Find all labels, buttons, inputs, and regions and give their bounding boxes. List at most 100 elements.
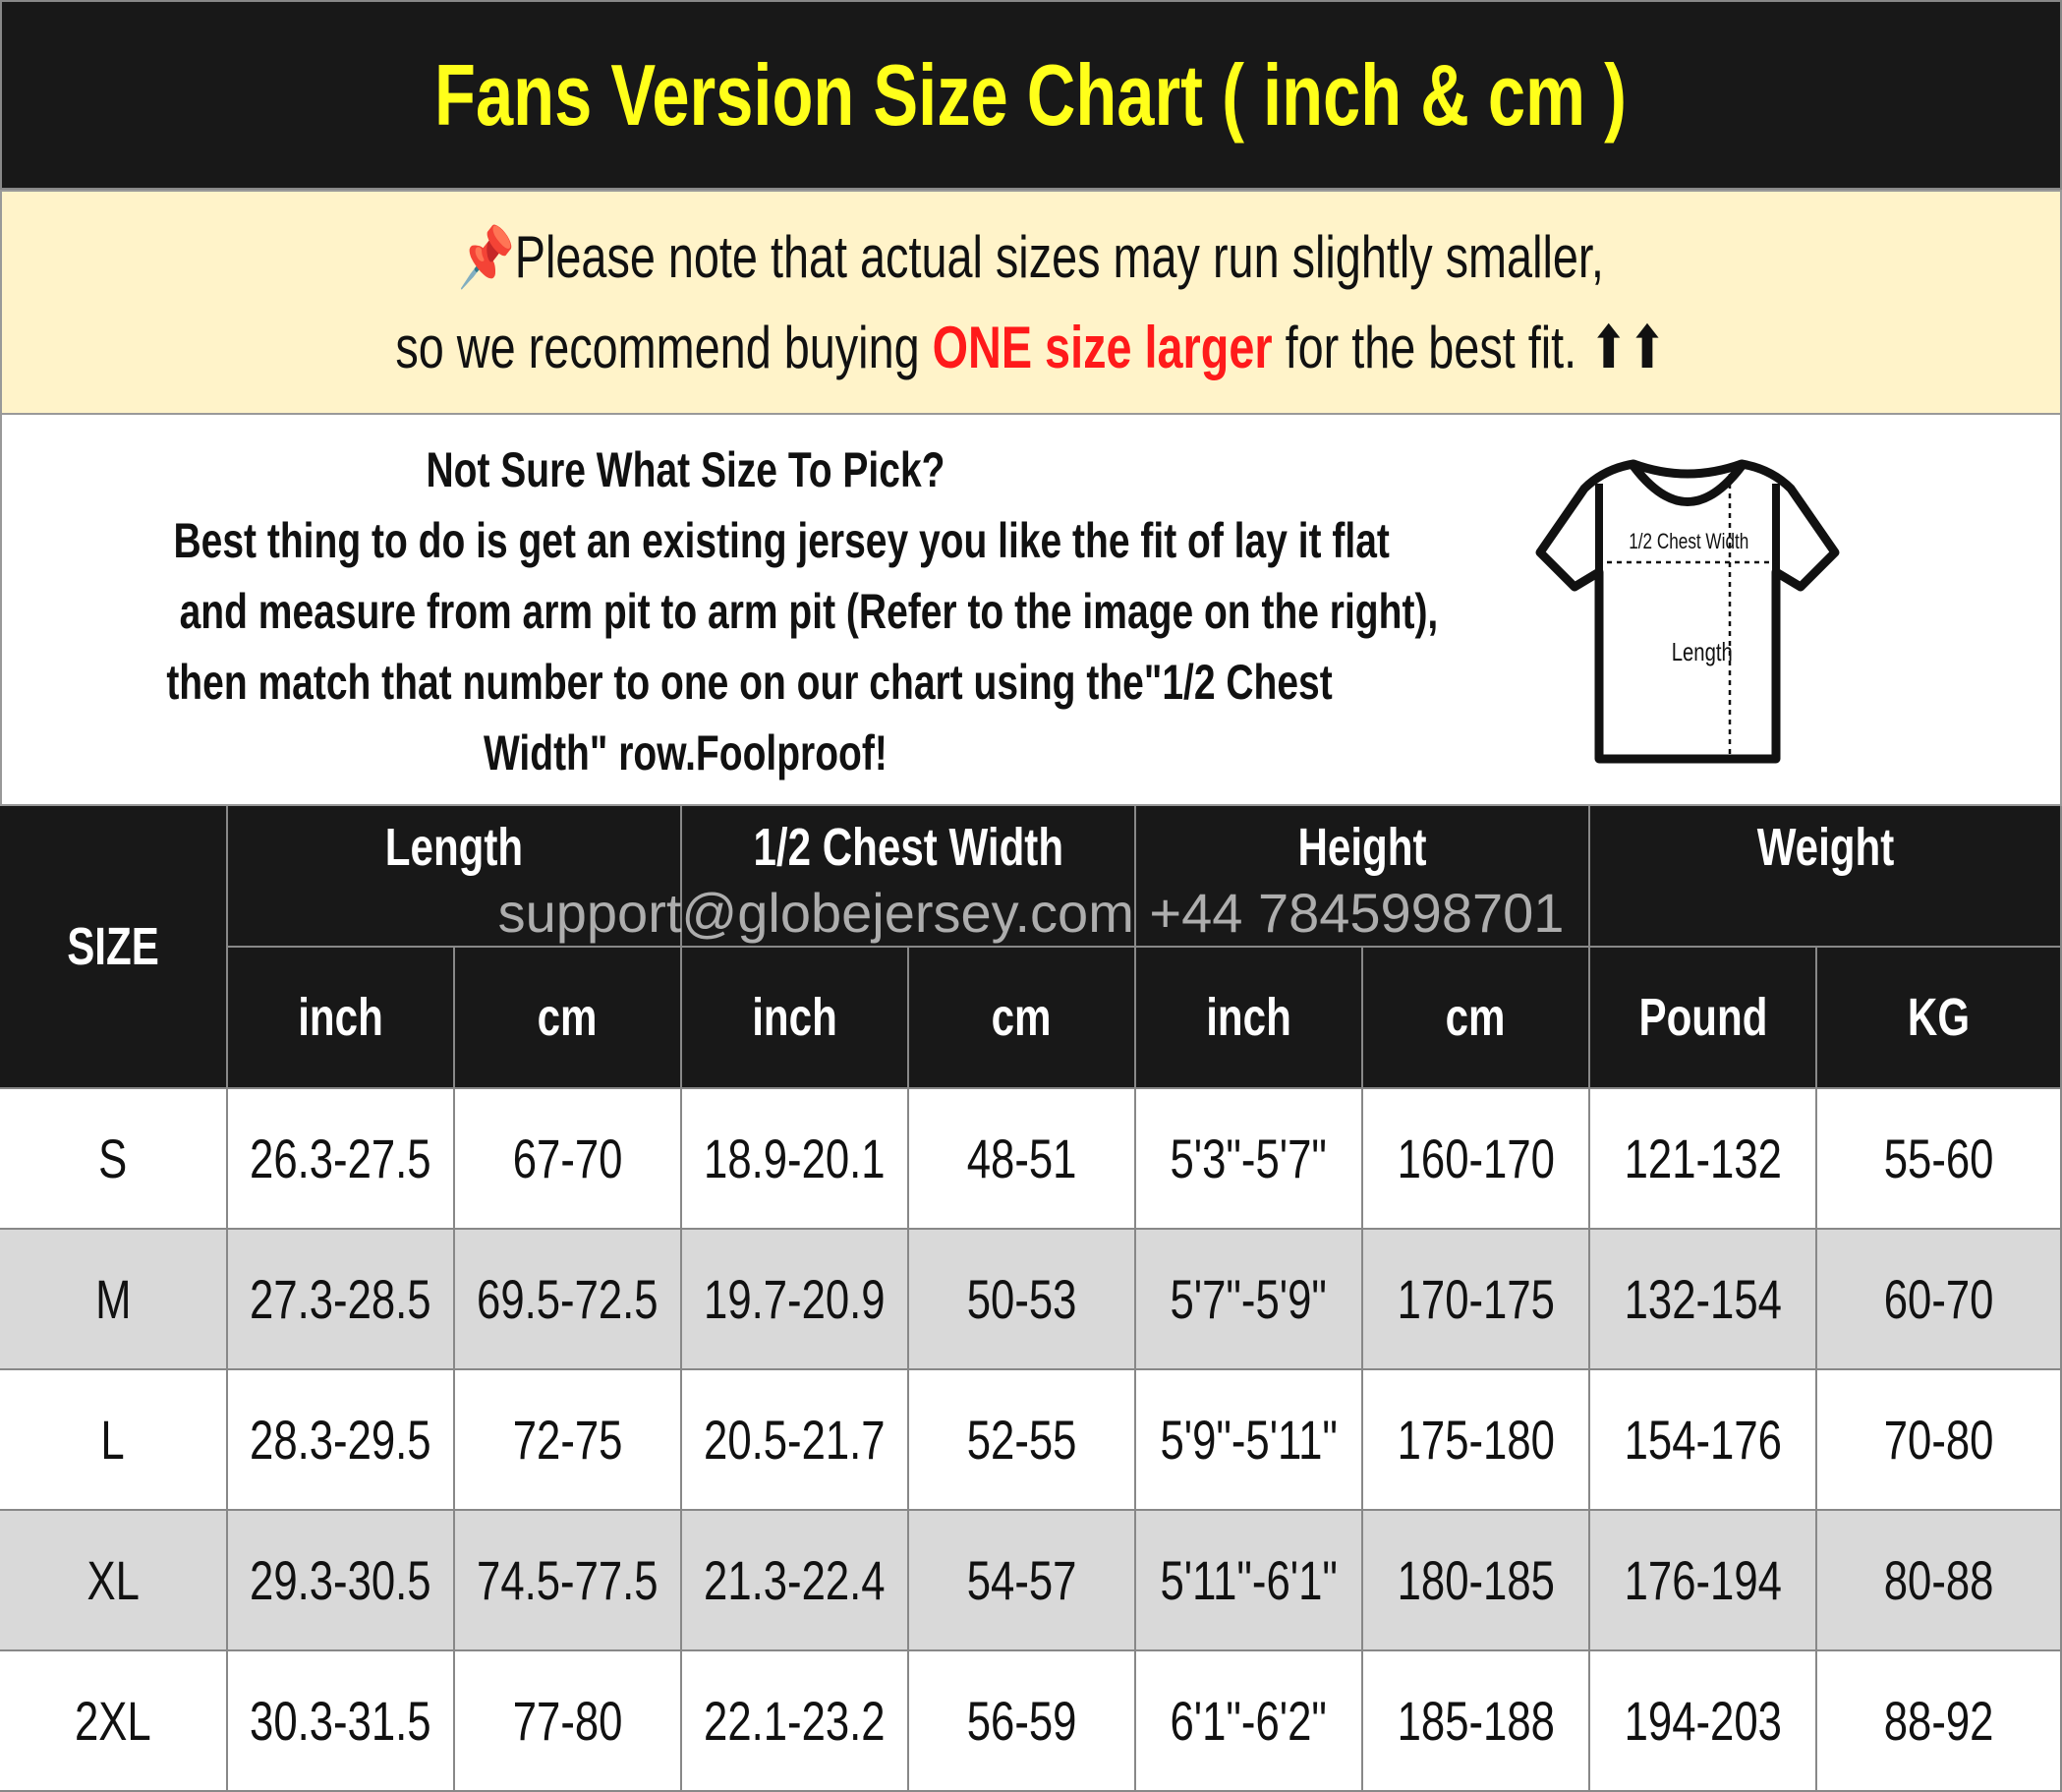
unit-header-text: inch xyxy=(298,988,383,1047)
size-table: SIZE Length 1/2 Chest Width Height Weight inc… xyxy=(0,806,2062,1792)
tshirt-diagram xyxy=(1535,459,1840,764)
table-cell: 185-188 xyxy=(1363,1651,1590,1792)
notice-line-2: so we recommend buying ONE size larger f… xyxy=(216,314,1846,382)
table-cell: 48-51 xyxy=(909,1089,1136,1230)
chest-width-label: 1/2 Chest Width xyxy=(1612,531,1766,552)
table-cell: 5'9"-5'11" xyxy=(1136,1370,1363,1511)
size-header: SIZE xyxy=(0,806,228,1089)
info-line: and measure from arm pit to arm pit (Ref… xyxy=(179,584,1439,639)
table-cell: 26.3-27.5 xyxy=(228,1089,455,1230)
table-cell-text: 20.5-21.7 xyxy=(704,1409,886,1471)
unit-header: KG xyxy=(1817,948,2062,1089)
group-header-text: Height xyxy=(1297,818,1427,877)
unit-header: cm xyxy=(1363,948,1590,1089)
table-cell-text: 5'7"-5'9" xyxy=(1170,1268,1328,1330)
unit-header: inch xyxy=(1136,948,1363,1089)
table-cell: 180-185 xyxy=(1363,1511,1590,1651)
unit-header-text: Pound xyxy=(1637,988,1768,1047)
size-label: M xyxy=(0,1230,228,1370)
unit-header-text: cm xyxy=(1446,988,1506,1047)
unit-header: cm xyxy=(909,948,1136,1089)
unit-header-text: KG xyxy=(1907,988,1971,1047)
chest-width-label-text: 1/2 Chest Width xyxy=(1629,529,1749,553)
table-cell-text: 72-75 xyxy=(512,1409,623,1471)
info-line: then match that number to one on our cha… xyxy=(166,655,1333,710)
table-cell: 70-80 xyxy=(1817,1370,2062,1511)
table-cell-text: 6'1"-6'2" xyxy=(1170,1690,1328,1752)
table-cell-text: 132-154 xyxy=(1624,1268,1782,1330)
table-cell-text: 175-180 xyxy=(1397,1409,1555,1471)
table-cell-text: 180-185 xyxy=(1397,1549,1555,1611)
size-label-text: L xyxy=(100,1409,126,1471)
table-cell-text: 60-70 xyxy=(1883,1268,1994,1330)
table-cell-text: 160-170 xyxy=(1397,1127,1555,1189)
table-cell-text: 22.1-23.2 xyxy=(704,1690,886,1752)
table-cell: 176-194 xyxy=(1590,1511,1817,1651)
chart-title: Fans Version Size Chart ( inch & cm ) xyxy=(0,0,2062,190)
table-cell: 52-55 xyxy=(909,1370,1136,1511)
table-cell: 50-53 xyxy=(909,1230,1136,1370)
table-cell: 28.3-29.5 xyxy=(228,1370,455,1511)
table-cell: 18.9-20.1 xyxy=(682,1089,909,1230)
table-cell-text: 80-88 xyxy=(1883,1549,1994,1611)
table-cell-text: 88-92 xyxy=(1883,1690,1994,1752)
unit-header-text: inch xyxy=(752,988,837,1047)
table-cell-text: 55-60 xyxy=(1883,1127,1994,1189)
table-cell-text: 54-57 xyxy=(966,1549,1077,1611)
title-text: Fans Version Size Chart ( inch & cm ) xyxy=(434,45,1628,144)
table-cell: 5'11"-6'1" xyxy=(1136,1511,1363,1651)
table-cell-text: 121-132 xyxy=(1624,1127,1782,1189)
info-line: Best thing to do is get an existing jers… xyxy=(173,513,1390,568)
size-label-text: M xyxy=(94,1268,132,1330)
table-cell: 67-70 xyxy=(455,1089,682,1230)
pushpin-icon: 📌 xyxy=(457,224,516,290)
table-cell-text: 170-175 xyxy=(1397,1268,1555,1330)
table-cell: 20.5-21.7 xyxy=(682,1370,909,1511)
table-cell-text: 26.3-27.5 xyxy=(250,1127,431,1189)
table-cell-text: 18.9-20.1 xyxy=(704,1127,886,1189)
table-cell: 54-57 xyxy=(909,1511,1136,1651)
group-header: Weight xyxy=(1590,806,2062,948)
table-cell-text: 28.3-29.5 xyxy=(250,1409,431,1471)
unit-header-text: cm xyxy=(992,988,1052,1047)
group-header: 1/2 Chest Width xyxy=(682,806,1136,948)
notice-text-2a: so we recommend buying xyxy=(395,315,933,380)
table-cell-text: 27.3-28.5 xyxy=(250,1268,431,1330)
unit-header: inch xyxy=(228,948,455,1089)
table-cell-text: 194-203 xyxy=(1624,1690,1782,1752)
table-cell-text: 185-188 xyxy=(1397,1690,1555,1752)
table-cell: 22.1-23.2 xyxy=(682,1651,909,1792)
group-header-text: 1/2 Chest Width xyxy=(753,818,1063,877)
sizing-notice: 📌Please note that actual sizes may run s… xyxy=(0,190,2062,415)
table-cell: 55-60 xyxy=(1817,1089,2062,1230)
table-cell: 160-170 xyxy=(1363,1089,1590,1230)
table-cell: 21.3-22.4 xyxy=(682,1511,909,1651)
info-line: Width" row.Foolproof! xyxy=(483,725,888,780)
info-heading: Not Sure What Size To Pick? xyxy=(425,442,945,497)
notice-line-1: 📌Please note that actual sizes may run s… xyxy=(296,222,1765,292)
unit-header: Pound xyxy=(1590,948,1817,1089)
table-cell-text: 48-51 xyxy=(966,1127,1077,1189)
table-cell: 69.5-72.5 xyxy=(455,1230,682,1370)
table-cell-text: 19.7-20.9 xyxy=(704,1268,886,1330)
table-cell-text: 21.3-22.4 xyxy=(704,1549,886,1611)
unit-header-text: cm xyxy=(538,988,598,1047)
table-cell: 154-176 xyxy=(1590,1370,1817,1511)
table-cell-text: 74.5-77.5 xyxy=(477,1549,659,1611)
table-cell: 56-59 xyxy=(909,1651,1136,1792)
table-cell: 132-154 xyxy=(1590,1230,1817,1370)
table-cell: 88-92 xyxy=(1817,1651,2062,1792)
unit-header: inch xyxy=(682,948,909,1089)
notice-text-2b: for the best fit. xyxy=(1272,315,1590,380)
table-cell-text: 67-70 xyxy=(512,1127,623,1189)
table-cell-text: 52-55 xyxy=(966,1409,1077,1471)
unit-header-text: inch xyxy=(1206,988,1291,1047)
table-cell: 80-88 xyxy=(1817,1511,2062,1651)
size-label-text: 2XL xyxy=(75,1690,151,1752)
notice-text-1: Please note that actual sizes may run sl… xyxy=(515,224,1605,290)
table-cell-text: 30.3-31.5 xyxy=(250,1690,431,1752)
table-cell: 72-75 xyxy=(455,1370,682,1511)
table-cell-text: 50-53 xyxy=(966,1268,1077,1330)
group-header: Height xyxy=(1136,806,1590,948)
length-label-text: Length xyxy=(1671,637,1733,666)
